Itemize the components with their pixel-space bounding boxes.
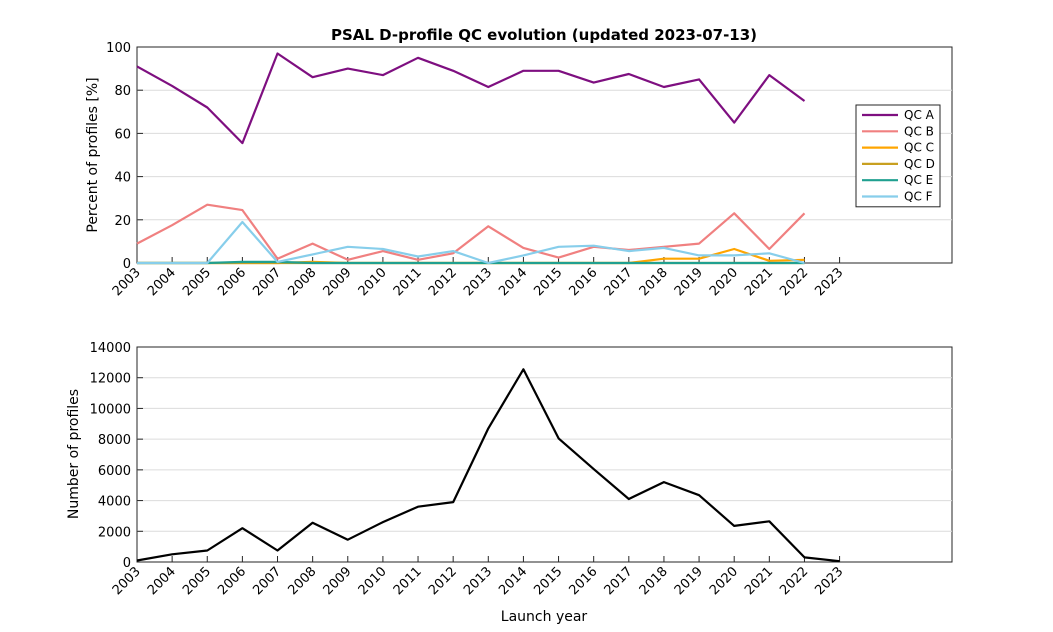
top-x-tick-label: 2011 (391, 265, 425, 299)
bottom-y-tick-label: 12000 (90, 372, 131, 387)
bottom-x-tick-label: 2012 (426, 564, 460, 598)
bottom-x-tick-label: 2004 (145, 564, 179, 598)
top-x-tick-label: 2015 (531, 265, 565, 299)
bottom-y-tick-label: 4000 (98, 495, 131, 510)
bottom-x-tick-label: 2006 (215, 564, 249, 598)
series-line-qc-b (136, 203, 806, 261)
top-x-tick-label: 2020 (707, 265, 741, 299)
series-line-qc-a (136, 52, 806, 145)
top-x-tick-label: 2023 (812, 265, 846, 299)
bottom-x-tick-label: 2020 (707, 564, 741, 598)
top-x-tick-label: 2018 (637, 265, 671, 299)
bottom-x-tick-label: 2017 (602, 564, 636, 598)
series-line-qc-e (137, 260, 805, 265)
bottom-x-tick-label: 2013 (461, 564, 495, 598)
percent-plot: 0 20 40 60 80 100 2003 2004 2005 2006 2007 2008 2009… (106, 41, 953, 299)
x-axis-title: Launch year (501, 609, 588, 625)
bottom-x-tick-label: 2010 (356, 564, 390, 598)
bottom-x-tick-label: 2007 (250, 564, 284, 598)
legend-label-qc-f: QC F (904, 190, 933, 204)
bottom-x-tick-label: 2022 (777, 564, 811, 598)
top-axes-frame (136, 46, 953, 264)
bottom-axes-frame (136, 346, 953, 563)
top-y-tick-label: 20 (114, 214, 131, 229)
legend-label-qc-a: QC A (904, 108, 935, 122)
bottom-y-tick-label: 14000 (90, 341, 131, 356)
bottom-x-tick-label: 2003 (110, 564, 144, 598)
top-x-tick-label: 2007 (250, 265, 284, 299)
top-x-tick-label: 2010 (356, 265, 390, 299)
top-y-tick-label: 80 (114, 84, 131, 99)
top-x-tick-label: 2006 (215, 265, 249, 299)
bottom-y-tick-label: 0 (123, 556, 131, 571)
top-x-tick-label: 2021 (742, 265, 776, 299)
top-y-axis-title: Percent of profiles [%] (85, 77, 101, 232)
bottom-x-tick-label: 2005 (180, 564, 214, 598)
top-x-tick-label: 2014 (496, 265, 530, 299)
bottom-x-tick-label: 2016 (567, 564, 601, 598)
bottom-y-tick-label: 8000 (98, 433, 131, 448)
legend-label-qc-d: QC D (904, 157, 935, 171)
top-x-tick-label: 2022 (777, 265, 811, 299)
bottom-x-tick-label: 2018 (637, 564, 671, 598)
top-x-tick-label: 2012 (426, 265, 460, 299)
top-x-tick-label: 2016 (567, 265, 601, 299)
top-x-tick-label: 2017 (602, 265, 636, 299)
top-y-tick-label: 0 (123, 257, 131, 272)
bottom-y-axis-title: Number of profiles (66, 389, 82, 519)
bottom-y-tick-label: 6000 (98, 464, 131, 479)
top-y-tick-label: 60 (114, 127, 131, 142)
bottom-x-tick-label: 2014 (496, 564, 530, 598)
top-x-tick-label: 2013 (461, 265, 495, 299)
bottom-x-tick-label: 2008 (285, 564, 319, 598)
series-line-profile-count (136, 368, 840, 563)
legend-label-qc-c: QC C (904, 141, 934, 155)
bottom-x-tick-label: 2015 (531, 564, 565, 598)
top-x-tick-label: 2005 (180, 265, 214, 299)
count-plot: 0 2000 4000 6000 8000 10000 12000 14000 2003 2004… (90, 341, 953, 598)
bottom-x-tick-label: 2021 (742, 564, 776, 598)
top-x-tick-label: 2004 (145, 265, 179, 299)
top-x-tick-label: 2008 (285, 265, 319, 299)
top-y-tick-label: 100 (106, 41, 131, 56)
bottom-x-tick-label: 2011 (391, 564, 425, 598)
bottom-x-tick-label: 2023 (812, 564, 846, 598)
top-x-tick-label: 2019 (672, 265, 706, 299)
top-y-tick-label: 40 (114, 171, 131, 186)
legend-box (855, 104, 941, 208)
top-x-tick-label: 2009 (321, 265, 355, 299)
bottom-y-tick-label: 2000 (98, 525, 131, 540)
series-line-qc-f (137, 220, 805, 265)
top-x-tick-label: 2003 (110, 265, 144, 299)
legend-label-qc-e: QC E (904, 173, 933, 187)
bottom-x-tick-label: 2019 (672, 564, 706, 598)
bottom-y-tick-label: 10000 (90, 402, 131, 417)
chart-title: PSAL D-profile QC evolution (updated 202… (331, 26, 757, 44)
legend: QC A QC B QC C QC D QC E QC F (855, 104, 941, 208)
bottom-x-tick-label: 2009 (321, 564, 355, 598)
legend-label-qc-b: QC B (904, 124, 934, 138)
